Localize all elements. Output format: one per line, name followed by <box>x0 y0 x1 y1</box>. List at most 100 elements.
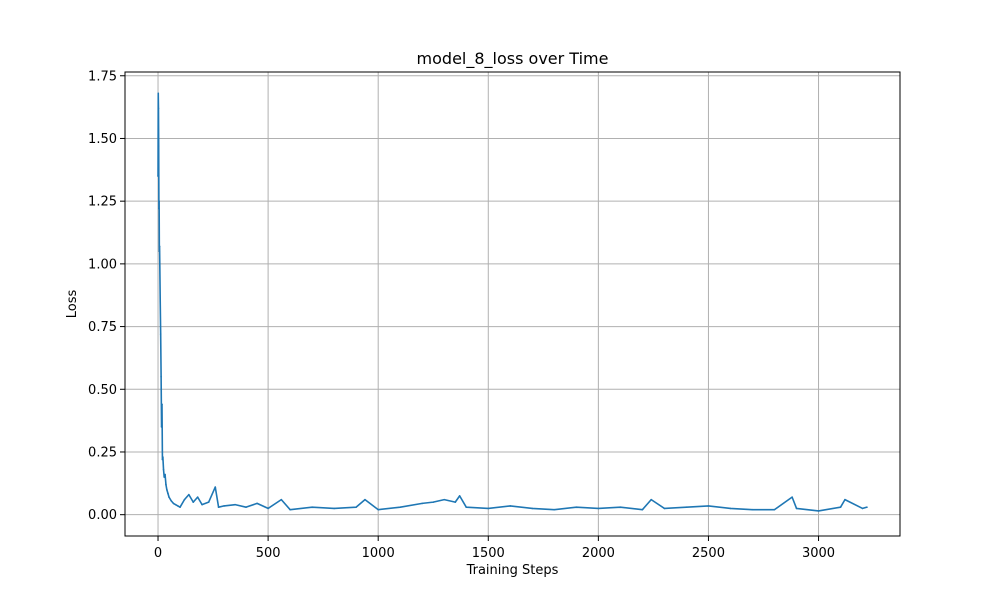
loss-data-point <box>773 508 776 511</box>
loss-data-point <box>188 493 190 496</box>
y-tick-label: 1.00 <box>88 257 117 272</box>
loss-data-point <box>280 498 283 501</box>
loss-data-point <box>685 506 688 508</box>
x-tick-label: 0 <box>154 546 162 561</box>
loss-data-point <box>159 300 162 303</box>
y-axis: 0.00 0.25 0.50 0.75 1.00 1.25 1.50 1.75 <box>88 69 125 523</box>
loss-data-point <box>465 506 468 508</box>
loss-data-point <box>619 506 622 508</box>
loss-data-point <box>751 508 754 511</box>
loss-data-point <box>791 496 793 498</box>
loss-data-point <box>160 426 163 428</box>
loss-data-point <box>157 175 159 177</box>
loss-data-point <box>163 476 165 478</box>
loss-data-point <box>157 145 160 147</box>
loss-data-point <box>177 505 179 507</box>
loss-data-point <box>245 506 247 508</box>
loss-data-point <box>458 495 461 497</box>
y-tick-label: 1.75 <box>88 69 117 84</box>
loss-data-point <box>172 502 175 505</box>
y-tick-label: 0.50 <box>88 383 117 398</box>
y-tick-label: 1.25 <box>88 195 117 210</box>
loss-data-point <box>196 496 199 498</box>
loss-data-point <box>158 250 161 253</box>
loss-data-point <box>162 456 164 458</box>
loss-data-point <box>158 207 160 210</box>
loss-data-point <box>839 506 842 508</box>
loss-data-point <box>201 503 203 506</box>
loss-data-point <box>157 92 160 95</box>
loss-data-point <box>531 507 534 510</box>
loss-data-point <box>170 500 173 502</box>
loss-data-point <box>650 498 653 501</box>
chart-title: model_8_loss over Time <box>417 49 609 69</box>
loss-data-point <box>866 506 868 508</box>
loss-data-point <box>487 507 490 510</box>
plot-frame <box>124 71 901 537</box>
loss-data-point <box>167 492 169 495</box>
loss-data-point <box>289 508 291 511</box>
loss-data-point <box>162 468 165 471</box>
loss-data-point <box>192 501 195 503</box>
loss-data-point <box>432 501 435 503</box>
loss-data-point <box>861 507 864 510</box>
loss-data-point <box>164 473 166 476</box>
loss-data-point <box>214 486 217 488</box>
loss-data-point <box>161 403 163 406</box>
y-axis-label: Loss <box>65 290 80 319</box>
loss-data-point <box>174 503 177 506</box>
loss-data-point <box>217 506 220 508</box>
loss-data-point <box>223 505 225 507</box>
loss-data-point <box>553 508 556 511</box>
loss-data-point <box>443 498 446 501</box>
loss-data-point <box>158 200 160 202</box>
loss-data-point <box>311 506 313 508</box>
y-tick-label: 0.75 <box>88 320 117 335</box>
loss-data-point <box>159 333 162 335</box>
loss-data-point <box>207 501 210 503</box>
loss-data-point <box>234 503 236 506</box>
y-tick-label: 0.25 <box>88 445 117 460</box>
loss-data-point <box>166 488 168 491</box>
x-tick-label: 2000 <box>582 546 615 561</box>
loss-data-point <box>168 496 170 498</box>
x-tick-label: 2500 <box>692 546 725 561</box>
loss-data-point <box>575 506 578 508</box>
loss-data-point <box>333 507 335 510</box>
loss-data-point <box>421 502 424 505</box>
x-axis-label: Training Steps <box>466 563 559 578</box>
loss-data-point <box>158 263 161 265</box>
loss-data-point <box>157 107 160 110</box>
loss-data-point <box>377 508 379 511</box>
loss-data-point <box>663 507 666 510</box>
loss-data-point <box>707 505 710 507</box>
loss-data-point <box>161 458 164 461</box>
x-axis: 0 500 1000 1500 2000 2500 3000 <box>154 536 835 561</box>
loss-data-point <box>817 510 820 512</box>
x-tick-label: 500 <box>256 546 281 561</box>
loss-data-point <box>641 508 644 511</box>
loss-data-point <box>844 498 846 501</box>
loss-data-point <box>509 505 512 507</box>
loss-data-point <box>729 507 732 510</box>
x-tick-label: 1500 <box>472 546 505 561</box>
loss-data-point <box>355 506 357 508</box>
loss-data-point <box>160 375 162 378</box>
loss-data-point <box>165 483 167 486</box>
loss-data-point <box>183 498 186 501</box>
loss-data-point <box>158 245 161 248</box>
loss-data-point <box>267 507 269 510</box>
loss-data-point <box>454 501 457 503</box>
loss-data-point <box>597 507 600 510</box>
series-layer <box>157 92 868 512</box>
loss-data-point <box>256 502 258 505</box>
grid <box>125 72 900 536</box>
loss-data-point <box>364 498 366 501</box>
loss-data-point <box>179 506 181 508</box>
y-tick-label: 0.00 <box>88 508 117 523</box>
loss-data-point <box>795 507 798 510</box>
loss-series-line <box>157 92 868 512</box>
loss-data-point <box>399 506 402 508</box>
